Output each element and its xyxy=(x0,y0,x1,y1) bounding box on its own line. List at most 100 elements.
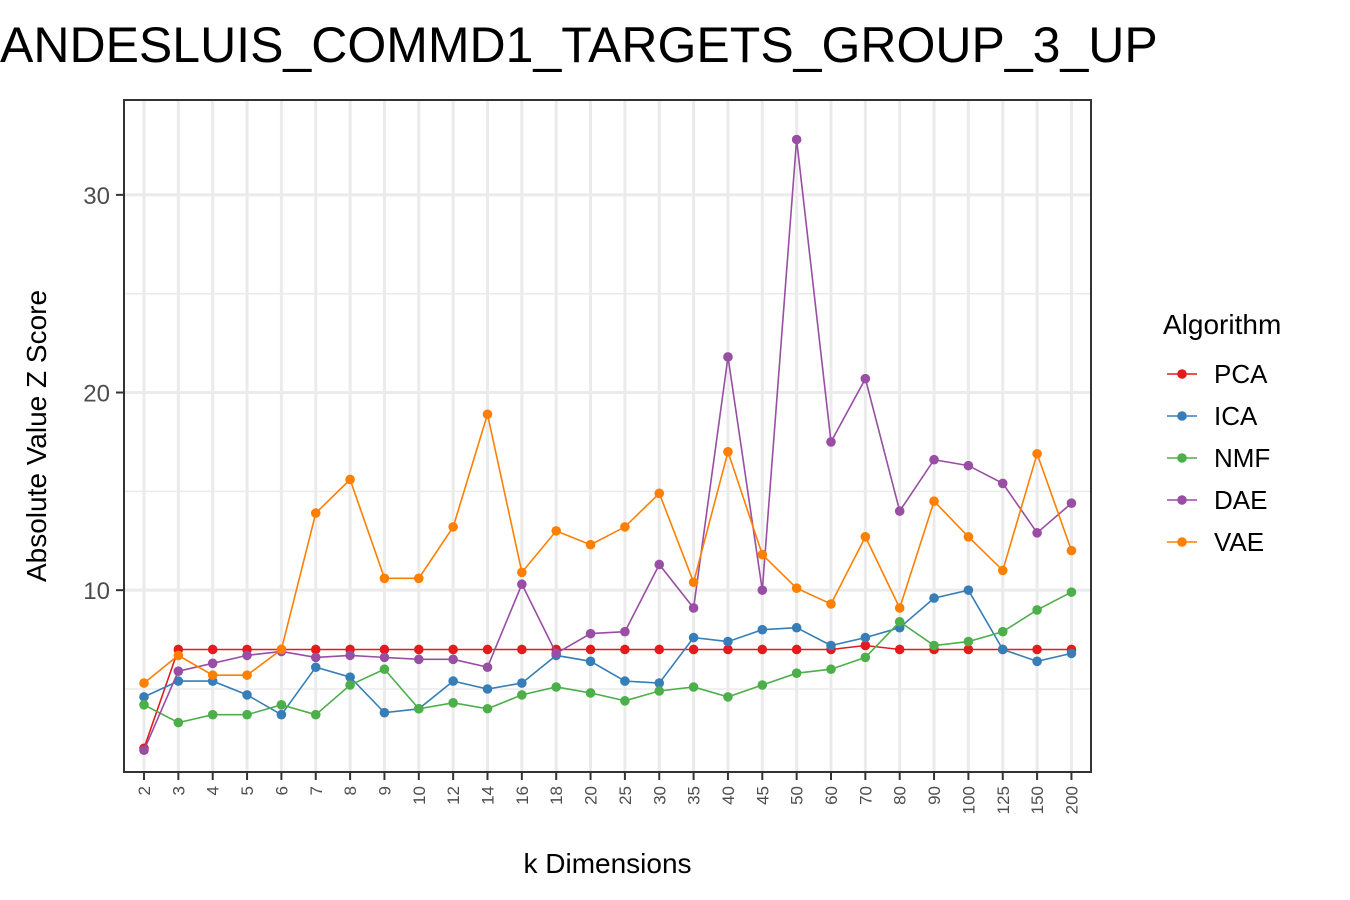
data-point xyxy=(139,678,149,688)
x-tick-label: 8 xyxy=(341,786,360,795)
data-point xyxy=(242,690,252,700)
data-point xyxy=(310,508,321,518)
data-point xyxy=(207,709,218,720)
legend-marker xyxy=(1177,369,1187,379)
data-point xyxy=(929,496,939,507)
data-point xyxy=(654,686,665,696)
legend-marker xyxy=(1177,495,1187,505)
data-point xyxy=(173,666,184,676)
data-point xyxy=(757,585,768,595)
data-point xyxy=(517,678,527,688)
data-point xyxy=(620,676,630,686)
data-point xyxy=(276,709,287,720)
data-point xyxy=(448,654,458,665)
series-line-pca xyxy=(143,644,1072,749)
data-point xyxy=(139,745,149,756)
x-tick-label: 60 xyxy=(822,786,841,805)
data-point xyxy=(345,474,355,485)
data-point xyxy=(757,644,768,655)
data-point xyxy=(551,648,561,659)
data-point xyxy=(826,664,836,675)
data-point xyxy=(310,644,321,655)
x-tick-label: 7 xyxy=(307,786,326,795)
data-point xyxy=(345,650,355,661)
data-point xyxy=(276,700,287,710)
x-tick-label: 20 xyxy=(582,786,601,805)
data-point xyxy=(963,636,974,647)
x-tick-label: 2 xyxy=(135,786,154,795)
legend-item-pca: PCA xyxy=(1167,359,1268,389)
data-point xyxy=(173,650,184,661)
data-point xyxy=(173,717,184,728)
data-point xyxy=(894,616,905,627)
data-point xyxy=(654,678,665,688)
legend-label: PCA xyxy=(1214,359,1268,389)
x-tick-label: 70 xyxy=(856,786,875,805)
x-tick-label: 80 xyxy=(891,786,910,805)
data-point xyxy=(414,644,424,655)
data-point xyxy=(207,670,218,680)
data-point xyxy=(173,676,184,686)
data-point xyxy=(791,583,802,593)
x-axis-label: k Dimensions xyxy=(523,848,691,879)
x-tick-label: 10 xyxy=(410,786,429,805)
data-point xyxy=(997,565,1008,576)
legend-label: NMF xyxy=(1214,443,1270,473)
series-vae xyxy=(139,409,1077,688)
x-tick-label: 35 xyxy=(685,786,704,805)
data-point xyxy=(688,644,699,655)
series-nmf xyxy=(139,587,1077,728)
data-point xyxy=(1032,605,1042,615)
data-point xyxy=(963,644,974,655)
data-point xyxy=(1032,644,1042,655)
x-tick-label: 9 xyxy=(375,786,394,795)
data-point xyxy=(207,658,218,669)
legend-item-nmf: NMF xyxy=(1167,443,1270,473)
x-tick-label: 5 xyxy=(238,786,257,795)
data-point xyxy=(482,703,493,714)
data-point xyxy=(310,709,321,720)
data-point xyxy=(620,696,630,706)
legend-label: VAE xyxy=(1214,527,1264,557)
x-tick-label: 125 xyxy=(994,786,1013,814)
x-tick-label: 30 xyxy=(650,786,669,805)
data-point xyxy=(448,676,458,686)
data-point xyxy=(585,628,596,639)
data-point xyxy=(414,573,424,584)
data-point xyxy=(1066,587,1077,597)
series-line-nmf xyxy=(143,591,1072,724)
data-point xyxy=(860,632,871,643)
legend: Algorithm PCA ICA NMF DAE VAE xyxy=(1163,309,1281,557)
data-point xyxy=(929,640,939,651)
data-point xyxy=(517,690,527,700)
data-point xyxy=(929,454,939,465)
x-tick-label: 6 xyxy=(272,786,291,795)
data-point xyxy=(723,352,733,362)
data-point xyxy=(379,644,390,655)
data-point xyxy=(1032,448,1042,459)
data-point xyxy=(551,682,561,692)
x-tick-label: 200 xyxy=(1062,786,1081,814)
data-point xyxy=(448,698,458,708)
series-line-vae xyxy=(143,411,1073,684)
data-point xyxy=(860,532,871,542)
x-tick-label: 3 xyxy=(169,786,188,795)
data-point xyxy=(310,652,321,663)
data-point xyxy=(688,577,699,588)
data-point xyxy=(963,585,974,595)
x-tick-label: 40 xyxy=(719,786,738,805)
legend-title: Algorithm xyxy=(1163,309,1281,340)
data-point xyxy=(757,680,768,690)
x-tick-label: 45 xyxy=(753,786,772,805)
data-point xyxy=(585,644,596,655)
x-tick-label: 50 xyxy=(788,786,807,805)
data-point xyxy=(1032,528,1042,538)
data-point xyxy=(139,700,149,710)
data-point xyxy=(585,656,596,667)
data-point xyxy=(517,579,527,590)
y-axis-label: Absolute Value Z Score xyxy=(21,290,52,582)
data-point xyxy=(242,709,252,720)
data-point xyxy=(826,640,836,651)
chart-title: ANDESLUIS_COMMD1_TARGETS_GROUP_3_UP xyxy=(0,17,1158,73)
legend-marker xyxy=(1177,411,1187,421)
